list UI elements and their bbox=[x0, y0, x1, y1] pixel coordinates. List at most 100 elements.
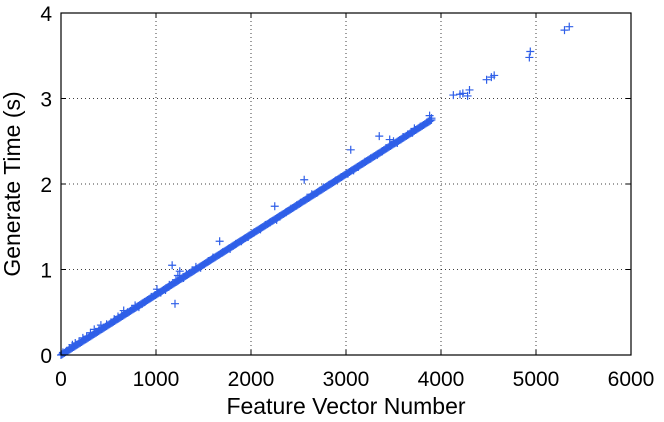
scatter-point bbox=[114, 312, 122, 321]
scatter-point bbox=[349, 166, 358, 175]
scatter-point bbox=[393, 138, 402, 147]
scatter-point bbox=[173, 271, 182, 280]
scatter-point bbox=[410, 124, 419, 133]
scatter-point bbox=[307, 190, 316, 199]
scatter-point bbox=[78, 333, 87, 342]
scatter-point bbox=[389, 137, 398, 146]
scatter-point bbox=[131, 301, 140, 310]
scatter-point bbox=[275, 212, 284, 221]
scatter-point bbox=[156, 288, 165, 297]
scatter-point bbox=[266, 218, 274, 227]
scatter-point bbox=[147, 292, 156, 301]
scatter-point bbox=[416, 122, 425, 131]
scatter-point bbox=[179, 274, 188, 283]
y-tick-label: 1 bbox=[40, 260, 52, 283]
scatter-point bbox=[381, 144, 390, 153]
scatter-point bbox=[204, 256, 213, 265]
scatter-point bbox=[346, 145, 355, 154]
scatter-point bbox=[565, 22, 574, 31]
x-tick-label: 1000 bbox=[133, 368, 180, 391]
scatter-point bbox=[188, 266, 197, 275]
scatter-point bbox=[226, 244, 235, 253]
y-axis: 0 1 2 3 4 bbox=[40, 3, 631, 368]
scatter-point bbox=[261, 221, 270, 230]
scatter-point bbox=[399, 132, 407, 141]
scatter-point bbox=[140, 297, 149, 306]
y-tick-label: 0 bbox=[40, 345, 52, 368]
scatter-point bbox=[249, 228, 258, 237]
scatter-point bbox=[171, 275, 180, 284]
scatter-point bbox=[218, 248, 227, 257]
data-points bbox=[57, 22, 574, 359]
x-axis-label: Feature Vector Number bbox=[226, 393, 465, 419]
scatter-point bbox=[385, 135, 394, 144]
scatter-point bbox=[119, 306, 128, 315]
scatter-point bbox=[422, 118, 431, 127]
scatter-point bbox=[90, 325, 99, 334]
scatter-point bbox=[196, 263, 205, 272]
scatter-point bbox=[161, 286, 170, 295]
scatter-point bbox=[175, 267, 184, 276]
scatter-point bbox=[151, 291, 160, 300]
scatter-point bbox=[75, 337, 84, 346]
scatter-point bbox=[237, 237, 246, 246]
y-axis-label: Generate Time (s) bbox=[0, 91, 25, 276]
scatter-point bbox=[123, 308, 132, 317]
scatter-point bbox=[95, 324, 103, 333]
scatter-point bbox=[319, 183, 328, 192]
y-tick-label: 4 bbox=[40, 3, 52, 26]
scatter-point bbox=[354, 162, 363, 171]
scatter-point bbox=[366, 154, 375, 163]
x-axis: 0 1000 2000 3000 4000 5000 6000 bbox=[55, 13, 654, 391]
scatter-point bbox=[152, 285, 161, 294]
scatter-point bbox=[331, 176, 340, 185]
scatter-point bbox=[408, 128, 417, 137]
scatter-point bbox=[282, 208, 291, 217]
scatter-point bbox=[313, 188, 322, 197]
scatter-point bbox=[427, 114, 436, 123]
scatter-point bbox=[191, 262, 200, 271]
scatter-point bbox=[324, 180, 333, 189]
scatter-point bbox=[560, 26, 569, 35]
scatter-point bbox=[296, 198, 305, 207]
scatter-point bbox=[215, 237, 224, 246]
scatter-point bbox=[449, 91, 458, 100]
scatter-point bbox=[463, 91, 472, 100]
scatter-point bbox=[270, 202, 279, 211]
scatter-point bbox=[525, 53, 534, 62]
scatter-point bbox=[526, 47, 535, 56]
scatter-point bbox=[102, 320, 111, 329]
scatter-point bbox=[373, 150, 382, 159]
x-tick-label: 0 bbox=[55, 368, 67, 391]
scatter-point bbox=[465, 85, 474, 94]
x-tick-label: 2000 bbox=[228, 368, 275, 391]
x-tick-label: 5000 bbox=[513, 368, 560, 391]
scatter-point bbox=[231, 239, 240, 248]
scatter-point bbox=[256, 225, 265, 234]
scatter-point bbox=[458, 89, 467, 98]
scatter-point bbox=[171, 299, 179, 308]
scatter-point bbox=[182, 269, 191, 278]
scatter-point bbox=[361, 157, 369, 166]
scatter-point bbox=[165, 280, 174, 289]
scatter-point bbox=[482, 75, 491, 84]
scatter-point bbox=[117, 310, 126, 319]
scatter-point bbox=[490, 71, 499, 80]
y-tick-label: 2 bbox=[40, 174, 52, 197]
scatter-point bbox=[71, 339, 80, 348]
y-tick-label: 3 bbox=[40, 89, 52, 112]
scatter-point bbox=[286, 204, 295, 213]
scatter-point bbox=[375, 132, 384, 141]
scatter-point bbox=[96, 321, 105, 330]
scatter-point bbox=[82, 332, 91, 341]
x-tick-label: 6000 bbox=[608, 368, 655, 391]
grid-lines bbox=[61, 13, 631, 355]
scatter-point bbox=[168, 261, 177, 270]
scatter-point bbox=[403, 130, 412, 139]
scatter-point bbox=[378, 147, 387, 156]
scatter-point bbox=[244, 233, 253, 242]
scatter-point bbox=[300, 175, 309, 184]
scatter-point bbox=[86, 328, 95, 337]
scatter-point bbox=[134, 303, 143, 312]
